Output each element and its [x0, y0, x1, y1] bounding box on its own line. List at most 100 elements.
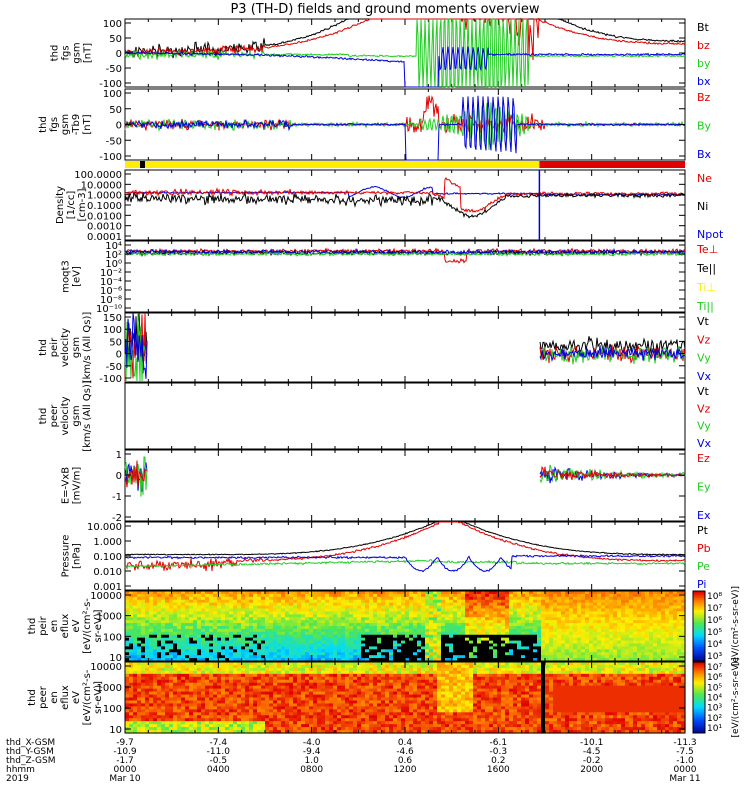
heatmap-cell — [197, 631, 202, 636]
heatmap-cell — [541, 605, 546, 610]
heatmap-cell — [629, 652, 634, 656]
heatmap-cell — [149, 602, 154, 607]
heatmap-cell — [205, 617, 210, 621]
heatmap-cell — [181, 596, 186, 601]
heatmap-cell — [373, 596, 378, 601]
heatmap-cell — [329, 640, 334, 645]
heatmap-cell — [617, 599, 622, 604]
heatmap-cell — [249, 721, 254, 725]
heatmap-cell — [461, 608, 466, 613]
heatmap-cell — [637, 614, 642, 618]
heatmap-cell — [149, 670, 154, 675]
heatmap-cell — [569, 623, 574, 627]
heatmap-cell — [389, 593, 394, 598]
heatmap-cell — [609, 599, 614, 604]
heatmap-cell — [229, 685, 234, 690]
heatmap-cell — [541, 637, 546, 642]
heatmap-cell — [349, 628, 354, 633]
heatmap-cell — [257, 727, 262, 731]
heatmap-cell — [237, 706, 242, 710]
heatmap-cell — [269, 662, 274, 666]
heatmap-cell — [241, 730, 246, 734]
heatmap-cell — [213, 626, 218, 630]
heatmap-cell — [417, 596, 422, 601]
heatmap-cell — [465, 626, 470, 630]
heatmap-cell — [185, 685, 190, 690]
heatmap-cell — [341, 614, 346, 618]
heatmap-cell — [245, 652, 250, 656]
heatmap-cell — [157, 623, 162, 627]
heatmap-cell — [445, 605, 450, 610]
heatmap-cell — [221, 727, 226, 731]
heatmap-cell — [393, 602, 398, 607]
heatmap-cell — [225, 655, 230, 659]
heatmap-cell — [365, 614, 370, 618]
heatmap-cell — [229, 614, 234, 618]
heatmap-cell — [233, 631, 238, 636]
heatmap-cell — [205, 634, 210, 639]
heatmap-cell — [261, 631, 266, 636]
heatmap-cell — [417, 649, 422, 653]
heatmap-cell — [425, 596, 430, 601]
heatmap-cell — [293, 640, 298, 645]
heatmap-cell — [573, 634, 578, 639]
heatmap-cell — [377, 652, 382, 656]
heatmap-cell — [233, 608, 238, 613]
heatmap-cell — [197, 640, 202, 645]
heatmap-cell — [373, 634, 378, 639]
heatmap-cell — [601, 605, 606, 610]
heatmap-cell — [145, 721, 150, 725]
heatmap-cell — [573, 626, 578, 630]
y-axis-label: [km/s (All Qs)] — [82, 312, 93, 384]
heatmap-cell — [161, 658, 166, 662]
heatmap-cell — [417, 620, 422, 624]
heatmap-cell — [453, 591, 458, 595]
heatmap-cell — [661, 646, 666, 650]
heatmap-cell — [281, 599, 286, 604]
heatmap-cell — [349, 617, 354, 621]
heatmap-cell — [217, 643, 222, 648]
heatmap-cell — [537, 599, 542, 604]
heatmap-cell — [281, 617, 286, 621]
heatmap-cell — [317, 602, 322, 607]
heatmap-cell — [341, 593, 346, 598]
heatmap-cell — [309, 620, 314, 624]
heatmap-cell — [285, 631, 290, 636]
heatmap-cell — [349, 602, 354, 607]
heatmap-cell — [273, 646, 278, 650]
heatmap-cell — [125, 691, 130, 696]
heatmap-cell — [653, 599, 658, 604]
heatmap-cell — [605, 643, 610, 648]
heatmap-cell — [201, 718, 206, 722]
heatmap-cell — [237, 667, 242, 672]
heatmap-cell — [289, 614, 294, 618]
heatmap-cell — [541, 608, 546, 613]
heatmap-cell — [209, 697, 214, 702]
heatmap-cell — [241, 605, 246, 610]
heatmap-cell — [489, 652, 494, 656]
heatmap-cell — [381, 634, 386, 639]
heatmap-cell — [493, 617, 498, 621]
heatmap-cell — [509, 649, 514, 653]
heatmap-cell — [141, 605, 146, 610]
heatmap-cell — [389, 652, 394, 656]
heatmap-cell — [229, 703, 234, 707]
y-tick-label: 0.001 — [93, 582, 122, 593]
heatmap-cell — [233, 697, 238, 702]
heatmap-cell — [217, 691, 222, 696]
heatmap-cell — [269, 649, 274, 653]
heatmap-cell — [537, 628, 542, 633]
heatmap-cell — [373, 652, 378, 656]
series-bx — [124, 46, 686, 88]
heatmap-cell — [417, 614, 422, 618]
heatmap-cell — [481, 626, 486, 630]
heatmap-cell — [353, 658, 358, 662]
y-axis-label: thd — [38, 339, 49, 356]
heatmap-cell — [361, 652, 366, 656]
heatmap-cell — [565, 637, 570, 642]
heatmap-cell — [565, 617, 570, 621]
heatmap-cell — [269, 640, 274, 645]
heatmap-cell — [313, 626, 318, 630]
heatmap-cell — [345, 658, 350, 662]
heatmap-cell — [605, 628, 610, 633]
